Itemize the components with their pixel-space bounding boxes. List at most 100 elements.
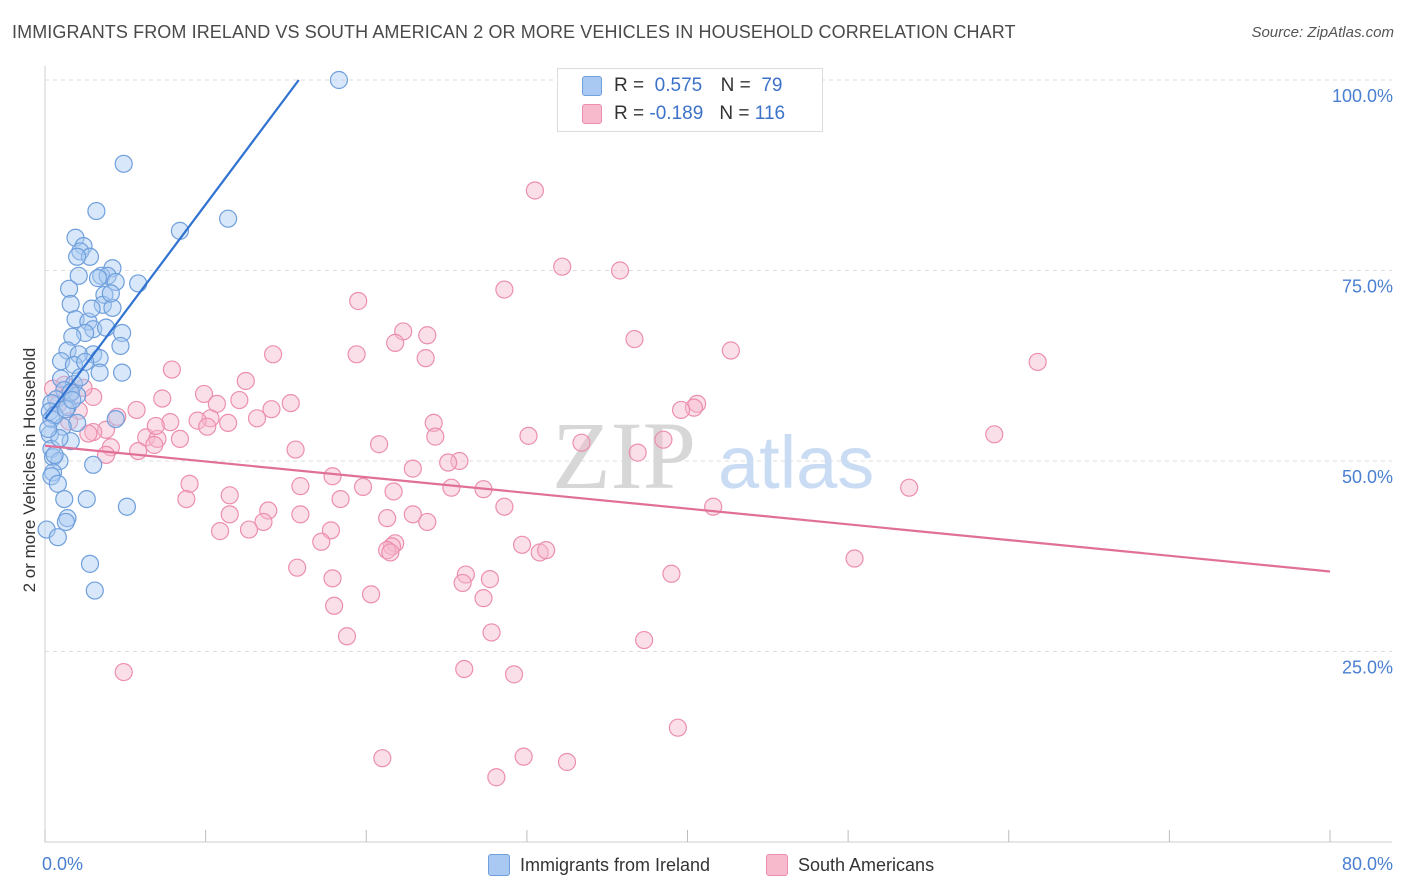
point-south-americans (361, 585, 381, 604)
point-south-americans (247, 409, 267, 428)
point-ireland (61, 432, 80, 451)
point-ireland (61, 294, 80, 314)
legend-r-label: R = (614, 103, 645, 124)
point-south-americans (453, 573, 472, 593)
point-south-americans (378, 541, 397, 560)
point-ireland (48, 474, 67, 493)
legend-swatch-south-americans (582, 104, 602, 124)
point-ireland (82, 299, 101, 318)
y-tick-label: 75.0% (1342, 277, 1393, 297)
point-south-americans (286, 440, 305, 459)
point-south-americans (331, 490, 350, 509)
point-south-americans (900, 478, 919, 497)
point-ireland (219, 209, 238, 228)
point-south-americans (721, 341, 740, 360)
trend-line-ireland (44, 79, 300, 420)
point-ireland (87, 201, 106, 221)
point-south-americans (323, 569, 342, 588)
point-south-americans (662, 564, 681, 583)
point-south-americans (161, 413, 180, 432)
point-south-americans (557, 752, 577, 772)
trend-line-south-americans (44, 444, 1331, 573)
south-americans-points (43, 181, 1047, 787)
point-south-americans (230, 390, 249, 410)
point-south-americans (654, 430, 673, 449)
point-ireland (59, 279, 79, 298)
point-south-americans (495, 497, 514, 516)
point-ireland (111, 336, 130, 356)
point-ireland (96, 318, 116, 337)
y-tick-label: 25.0% (1342, 658, 1393, 678)
point-ireland (112, 363, 132, 382)
point-south-americans (177, 490, 196, 509)
point-south-americans (1028, 352, 1047, 372)
point-ireland (77, 490, 96, 509)
point-ireland (69, 345, 88, 364)
point-ireland (114, 154, 133, 173)
point-south-americans (378, 509, 397, 528)
point-south-americans (145, 435, 164, 455)
point-south-americans (418, 512, 437, 532)
point-ireland (76, 352, 95, 372)
legend-n-ireland: 79 (761, 75, 783, 96)
point-south-americans (635, 630, 654, 650)
point-south-americans (495, 280, 514, 299)
legend-n-label: N = (720, 75, 751, 96)
legend-swatch-ireland (582, 76, 602, 96)
point-ireland (90, 363, 109, 382)
x-tick-label-min: 0.0% (42, 854, 83, 874)
point-ireland (71, 242, 90, 261)
point-south-americans (170, 429, 190, 449)
point-south-americans (482, 623, 501, 642)
trend-lines (44, 79, 1331, 573)
point-south-americans (291, 505, 310, 524)
point-south-americans (403, 505, 422, 524)
point-ireland (45, 445, 64, 465)
legend-n-label: N = (719, 103, 750, 124)
point-south-americans (668, 718, 687, 737)
point-south-americans (525, 181, 545, 200)
watermark-atlas: atlas (718, 421, 874, 504)
point-ireland (101, 284, 120, 303)
point-south-americans (127, 400, 146, 420)
point-south-americans (455, 659, 474, 679)
point-south-americans (386, 333, 405, 352)
point-ireland (68, 413, 87, 432)
point-ireland (129, 274, 148, 293)
point-south-americans (219, 413, 238, 432)
bottom-legend-label-south-americans: South Americans (798, 854, 935, 875)
legend-n-south-americans: 116 (754, 103, 786, 124)
point-south-americans (553, 257, 572, 276)
point-south-americans (180, 474, 199, 493)
point-ireland (63, 327, 82, 346)
point-south-americans (519, 426, 538, 445)
point-south-americans (146, 416, 165, 436)
point-ireland (56, 512, 75, 532)
bottom-legend-ireland: Immigrants from Ireland (488, 852, 710, 878)
point-south-americans (487, 768, 506, 787)
point-south-americans (337, 627, 357, 646)
point-south-americans (239, 520, 259, 539)
point-south-americans (416, 349, 435, 368)
watermark: ZIP atlas (552, 402, 874, 509)
point-south-americans (347, 345, 366, 364)
point-south-americans (353, 477, 373, 497)
point-ireland (103, 298, 122, 317)
point-south-americans (373, 749, 392, 768)
point-south-americans (79, 424, 98, 443)
point-south-americans (259, 501, 278, 520)
point-ireland (329, 70, 349, 90)
x-tick-label-max: 80.0% (1342, 854, 1393, 874)
point-south-americans (474, 589, 493, 608)
stats-legend: R = 0.575 N = 79 R = -0.189 N = 116 (557, 68, 823, 132)
point-south-americans (381, 543, 400, 562)
y-tick-label: 100.0% (1332, 86, 1393, 106)
point-south-americans (84, 387, 103, 407)
point-south-americans (424, 413, 443, 432)
point-south-americans (418, 326, 437, 345)
point-south-americans (628, 443, 647, 462)
point-south-americans (263, 345, 283, 364)
legend-r-ireland: 0.575 (654, 75, 703, 96)
grid-lines (45, 79, 1392, 652)
